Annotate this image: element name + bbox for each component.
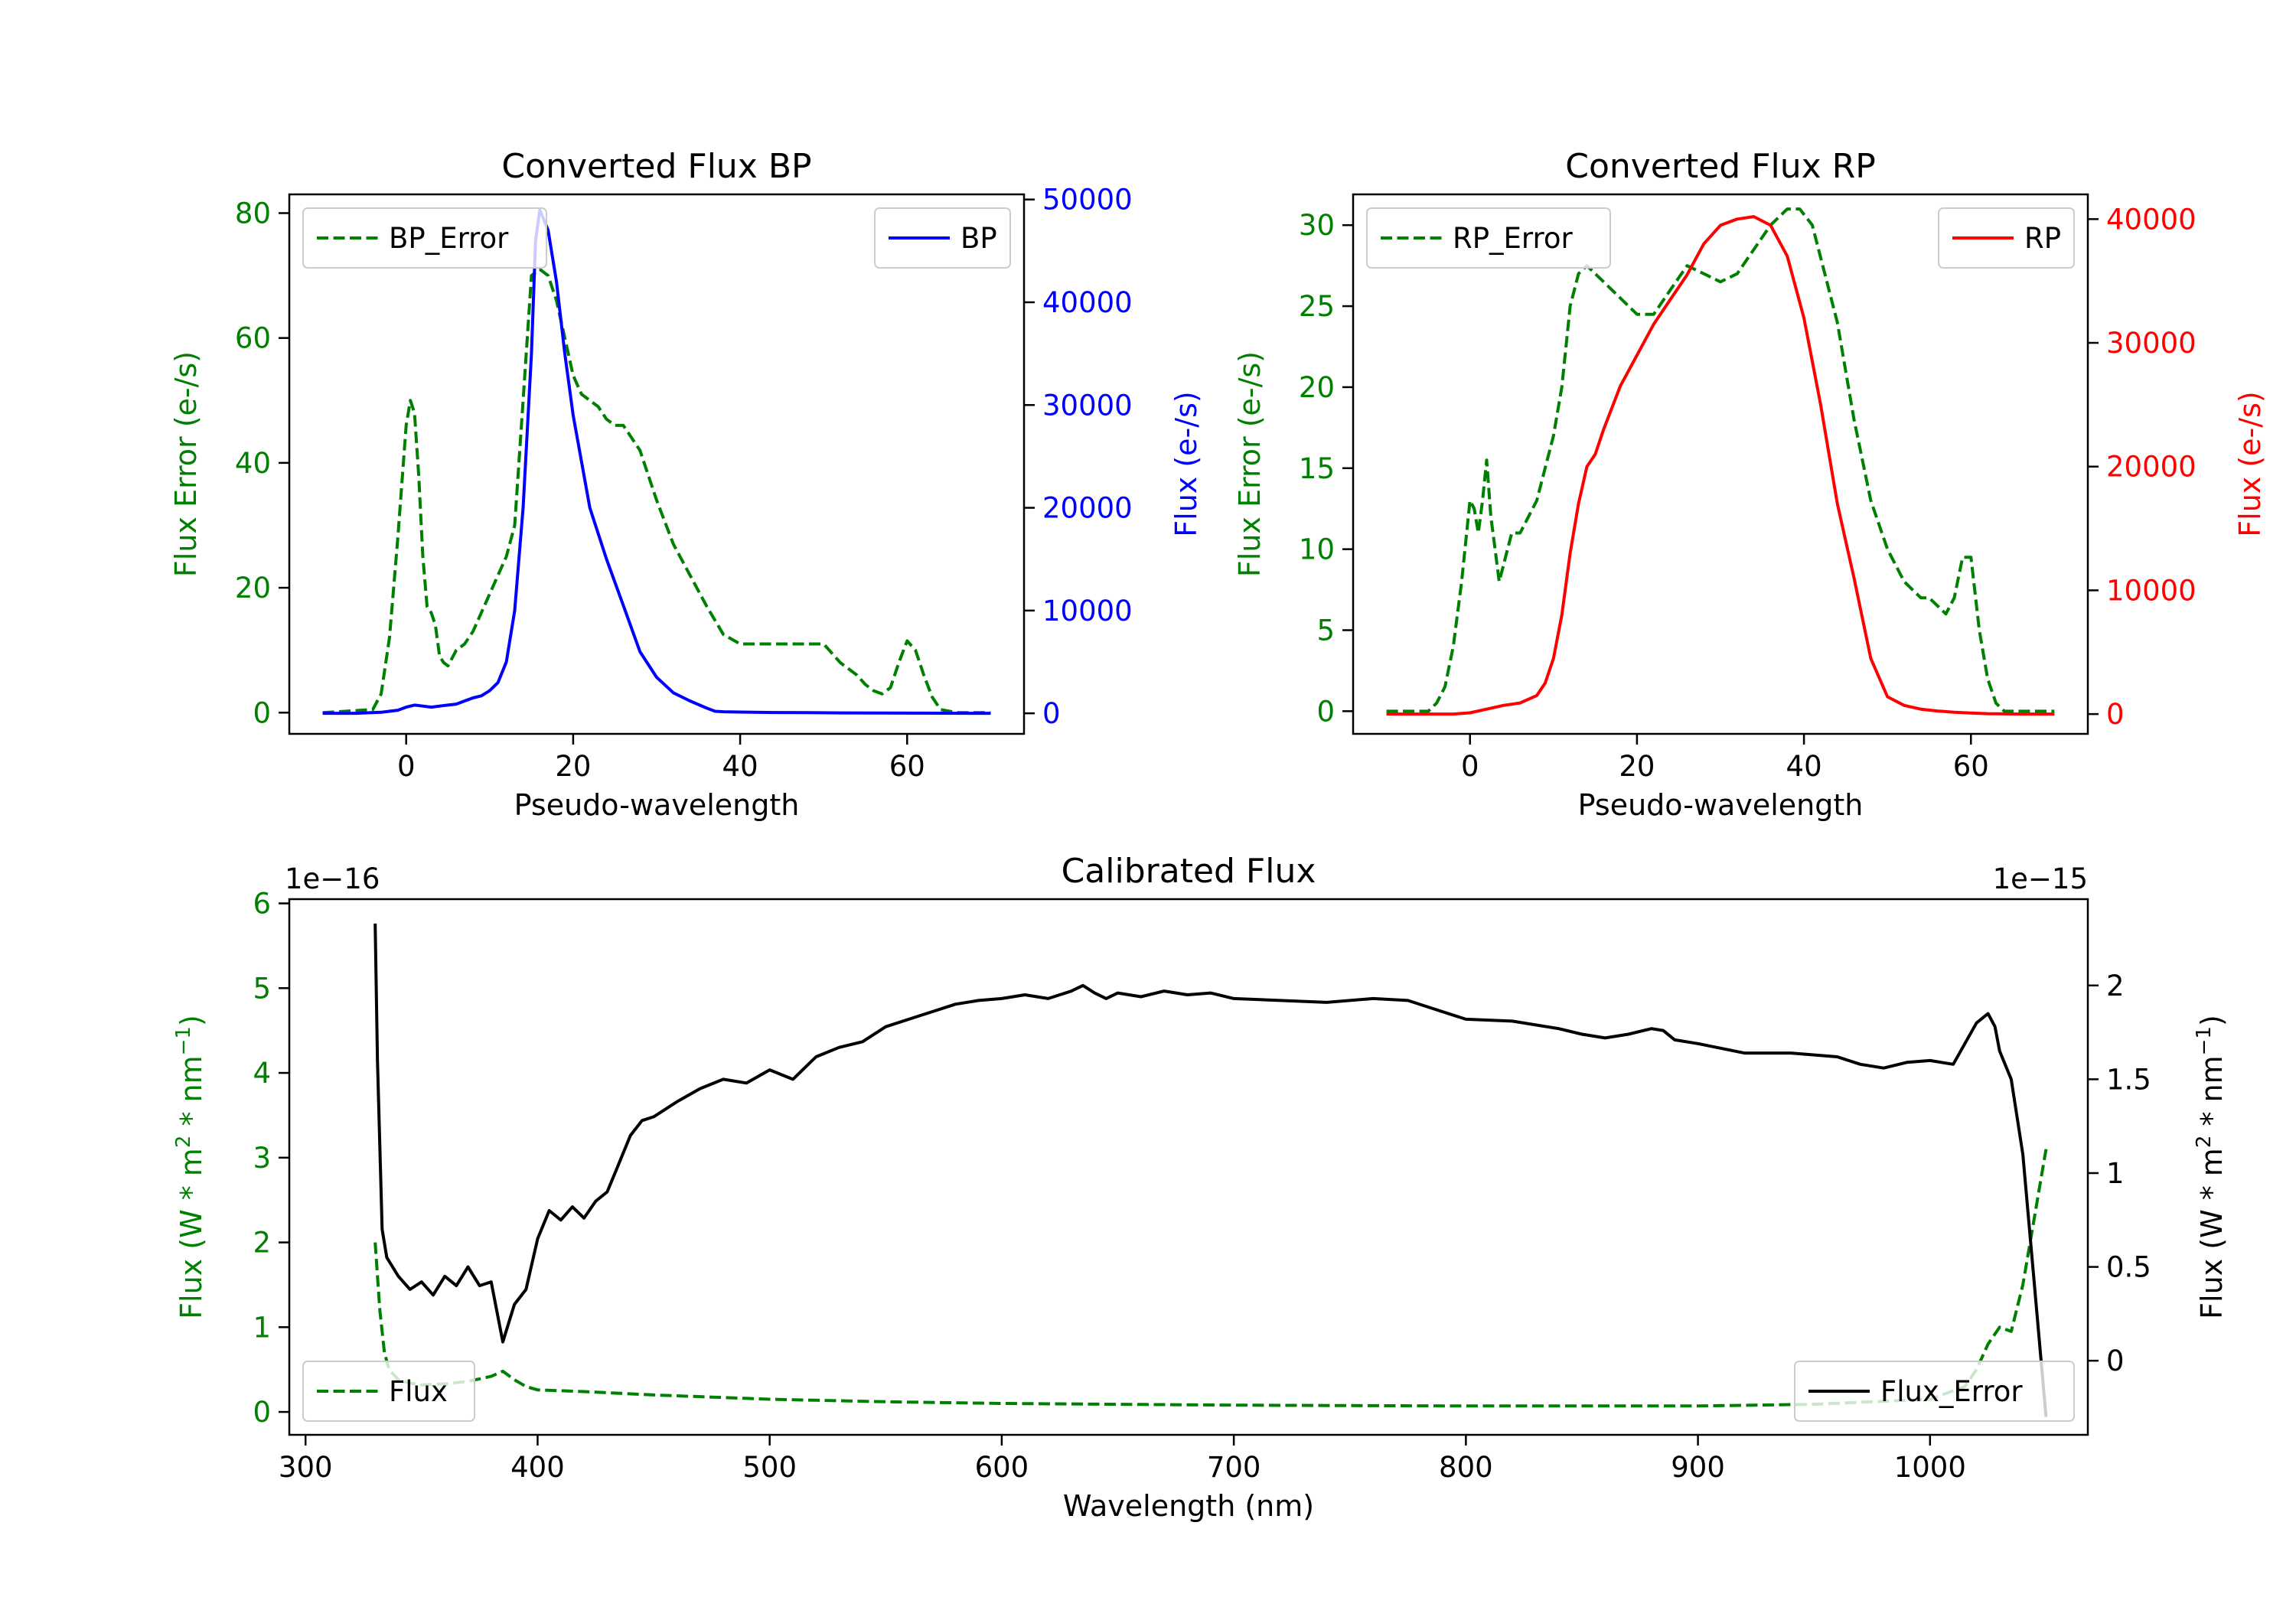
bp-xtick-label: 20 [555,750,591,783]
rp-ytick-left-label: 5 [1316,614,1335,647]
cal-ytick-left-label: 4 [253,1057,271,1090]
cal-ytick-left-label: 3 [253,1142,271,1175]
bp-legend-left-label: BP_Error [389,222,509,255]
bp-legend-left [302,207,547,269]
rp-xtick-label: 60 [1953,750,1989,783]
bp-ylabel-left: Flux Error (e-/s) [169,351,203,577]
bp-ytick-left-label: 60 [235,322,271,355]
bp-ytick-left-label: 80 [235,197,271,230]
cal-ylabel-right: Flux (W * m2 * nm−1) [2193,1015,2229,1319]
rp-ytick-left-label: 25 [1299,290,1335,323]
cal-xtick-label: 900 [1671,1451,1725,1484]
rp-ytick-right-label: 30000 [2106,327,2197,360]
cal-ytick-left-label: 2 [253,1227,271,1260]
rp-panel: 0 20 40 60 0 5 10 15 20 25 30 0 10000 20000 30000 40000… [1233,147,2267,822]
cal-ytick-right-label: 1.5 [2106,1063,2151,1096]
rp-ytick-right-label: 40000 [2106,203,2197,236]
cal-xtick-label: 800 [1439,1451,1493,1484]
bp-series-bp-error-line [322,267,991,715]
cal-offset-right: 1e−15 [1993,862,2088,895]
bp-legend-right-label: BP [960,222,997,255]
rp-ytick-right-label: 0 [2106,698,2125,731]
bp-ytick-right-label: 30000 [1042,389,1133,422]
cal-legend-right-label: Flux_Error [1880,1375,2023,1408]
bp-title: Converted Flux BP [501,147,811,186]
bp-ytick-left-label: 40 [235,447,271,480]
cal-ylabel-left: Flux (W * m2 * nm−1) [172,1015,208,1319]
bp-xtick-label: 40 [722,750,758,783]
cal-ytick-right-label: 2 [2106,970,2125,1002]
cal-ytick-left-label: 5 [253,972,271,1005]
bp-ytick-right-label: 40000 [1042,286,1133,319]
cal-xtick-label: 500 [742,1451,797,1484]
rp-ylabel-right: Flux (e-/s) [2233,391,2267,536]
cal-xtick-label: 600 [975,1451,1029,1484]
bp-axes-frame [288,193,1026,735]
rp-legend-left-label: RP_Error [1453,222,1573,255]
rp-legend-right-label: RP [2024,222,2061,255]
rp-ytick-left-label: 0 [1316,695,1335,728]
bp-ytick-right-label: 10000 [1042,595,1133,627]
bp-ylabel-right: Flux (e-/s) [1169,391,1203,536]
rp-ytick-left-label: 30 [1299,209,1335,242]
cal-ytick-left-label: 0 [253,1396,271,1429]
bp-panel: 0 20 40 60 0 20 40 60 80 0 10000 20000 30000 40000 500… [169,147,1203,822]
bp-series-bp-line [322,208,991,715]
rp-xtick-label: 40 [1786,750,1822,783]
cal-ytick-left-label: 6 [253,888,271,921]
rp-ylabel-left: Flux Error (e-/s) [1233,351,1267,577]
bp-xlabel: Pseudo-wavelength [514,788,800,822]
cal-ytick-right-label: 0.5 [2106,1251,2151,1284]
bp-ytick-right-label: 0 [1042,697,1061,730]
cal-offset-left: 1e−16 [285,862,380,895]
cal-legend-left-label: Flux [389,1375,448,1408]
cal-xlabel: Wavelength (nm) [1063,1489,1314,1523]
rp-title: Converted Flux RP [1565,147,1876,186]
rp-legend-left [1366,207,1611,269]
rp-series-rp-error-line [1386,207,2055,713]
cal-xtick-label: 300 [279,1451,333,1484]
rp-ytick-right-label: 10000 [2106,574,2197,607]
bp-ytick-right-label: 50000 [1042,184,1133,217]
bp-ytick-left-label: 20 [235,572,271,605]
rp-series-rp-line [1386,215,2055,716]
cal-ytick-right-label: 1 [2106,1157,2125,1190]
bp-xtick-label: 0 [397,750,416,783]
cal-xtick-label: 700 [1207,1451,1261,1484]
rp-ytick-left-label: 15 [1299,452,1335,485]
rp-ytick-left-label: 10 [1299,533,1335,566]
cal-legend-left [302,1361,475,1422]
rp-xtick-label: 0 [1461,750,1479,783]
cal-ytick-left-label: 1 [253,1311,271,1344]
rp-xlabel: Pseudo-wavelength [1578,788,1864,822]
cal-title: Calibrated Flux [1062,852,1316,891]
cal-legend-right [1794,1361,2075,1422]
cal-xtick-label: 1000 [1894,1451,1966,1484]
rp-ytick-left-label: 20 [1299,371,1335,404]
rp-axes-frame [1352,193,2089,735]
rp-xtick-label: 20 [1619,750,1655,783]
bp-ytick-left-label: 0 [253,696,271,729]
rp-ytick-right-label: 20000 [2106,451,2197,484]
calibrated-panel: 300 400 500 600 700 800 900 1000 0 1 2 3 4 5 6 0 0.5 1 1.5… [172,852,2229,1523]
bp-xtick-label: 60 [889,750,925,783]
bp-ytick-right-label: 20000 [1042,492,1133,525]
cal-axes-frame [288,898,2089,1436]
cal-ytick-right-label: 0 [2106,1345,2125,1377]
cal-series-flux-line [373,923,2048,1417]
cal-xtick-label: 400 [510,1451,565,1484]
